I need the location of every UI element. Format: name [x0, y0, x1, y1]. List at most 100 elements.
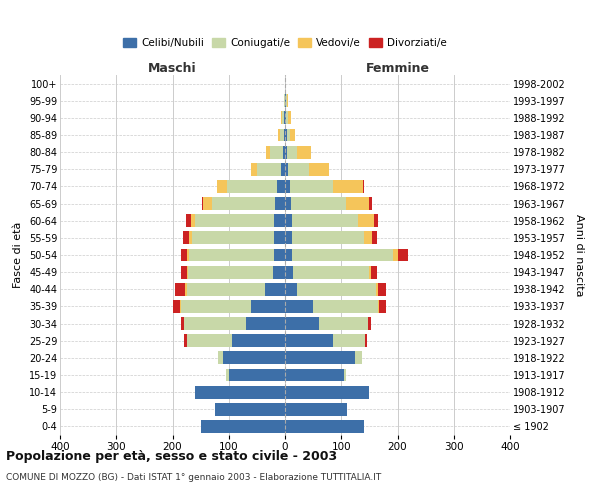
Bar: [195, 214, 274, 227]
Bar: [187, 334, 232, 347]
Bar: [319, 317, 368, 330]
Text: Popolazione per età, sesso e stato civile - 2003: Popolazione per età, sesso e stato civil…: [6, 450, 337, 463]
Bar: [232, 334, 285, 347]
Bar: [257, 163, 281, 175]
Bar: [309, 163, 329, 175]
Bar: [376, 283, 378, 296]
Bar: [266, 146, 271, 158]
Bar: [187, 248, 190, 262]
Bar: [181, 266, 187, 278]
Bar: [283, 146, 285, 158]
Bar: [371, 232, 377, 244]
Bar: [285, 266, 293, 278]
Bar: [285, 334, 333, 347]
Bar: [292, 232, 364, 244]
Bar: [285, 214, 292, 227]
Bar: [333, 334, 365, 347]
Bar: [287, 94, 288, 107]
Bar: [284, 94, 285, 107]
Bar: [285, 180, 290, 193]
Bar: [292, 214, 358, 227]
Text: Maschi: Maschi: [148, 62, 197, 75]
Bar: [285, 368, 344, 382]
Bar: [393, 248, 398, 262]
Bar: [285, 128, 287, 141]
Bar: [187, 283, 265, 296]
Bar: [379, 300, 386, 313]
Bar: [274, 214, 285, 227]
Bar: [183, 232, 189, 244]
Bar: [251, 300, 285, 313]
Bar: [181, 300, 251, 313]
Bar: [223, 352, 285, 364]
Bar: [334, 180, 362, 193]
Bar: [185, 283, 187, 296]
Bar: [370, 197, 371, 210]
Bar: [355, 352, 362, 364]
Bar: [280, 128, 284, 141]
Y-axis label: Fasce di età: Fasce di età: [13, 222, 23, 288]
Bar: [181, 248, 187, 262]
Bar: [187, 266, 188, 278]
Bar: [251, 163, 257, 175]
Bar: [278, 128, 280, 141]
Bar: [274, 248, 285, 262]
Bar: [285, 317, 319, 330]
Bar: [285, 283, 298, 296]
Bar: [297, 146, 311, 158]
Bar: [285, 403, 347, 415]
Bar: [346, 197, 370, 210]
Text: Femmine: Femmine: [365, 62, 430, 75]
Bar: [398, 248, 407, 262]
Text: COMUNE DI MOZZO (BG) - Dati ISTAT 1° gennaio 2003 - Elaborazione TUTTITALIA.IT: COMUNE DI MOZZO (BG) - Dati ISTAT 1° gen…: [6, 472, 381, 482]
Bar: [285, 197, 290, 210]
Bar: [286, 94, 287, 107]
Bar: [285, 232, 292, 244]
Bar: [290, 128, 295, 141]
Bar: [203, 197, 212, 210]
Bar: [186, 214, 191, 227]
Bar: [364, 232, 371, 244]
Bar: [226, 368, 229, 382]
Bar: [286, 112, 289, 124]
Bar: [202, 197, 203, 210]
Bar: [265, 283, 285, 296]
Bar: [212, 197, 275, 210]
Y-axis label: Anni di nascita: Anni di nascita: [574, 214, 584, 296]
Bar: [290, 197, 346, 210]
Bar: [195, 386, 285, 398]
Bar: [287, 146, 297, 158]
Bar: [378, 283, 386, 296]
Bar: [292, 248, 393, 262]
Bar: [218, 352, 223, 364]
Bar: [284, 112, 285, 124]
Bar: [272, 266, 285, 278]
Bar: [277, 180, 285, 193]
Bar: [184, 317, 245, 330]
Bar: [215, 403, 285, 415]
Bar: [275, 197, 285, 210]
Bar: [365, 334, 367, 347]
Bar: [271, 146, 283, 158]
Bar: [191, 214, 195, 227]
Bar: [180, 300, 181, 313]
Bar: [217, 180, 227, 193]
Bar: [227, 180, 277, 193]
Bar: [285, 386, 370, 398]
Bar: [190, 248, 274, 262]
Bar: [374, 214, 379, 227]
Bar: [289, 112, 291, 124]
Bar: [274, 232, 285, 244]
Bar: [344, 368, 346, 382]
Bar: [293, 266, 370, 278]
Bar: [288, 163, 309, 175]
Bar: [284, 128, 285, 141]
Bar: [298, 283, 376, 296]
Bar: [285, 420, 364, 433]
Bar: [173, 300, 180, 313]
Bar: [313, 300, 378, 313]
Bar: [200, 420, 285, 433]
Bar: [378, 300, 379, 313]
Bar: [371, 266, 377, 278]
Bar: [290, 180, 334, 193]
